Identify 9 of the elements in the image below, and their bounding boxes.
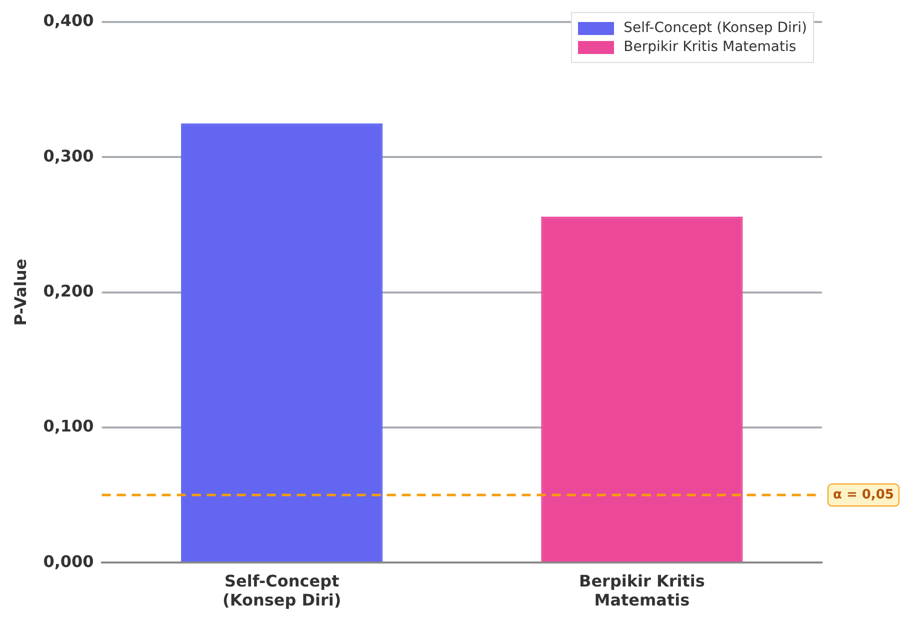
- y-axis-title: P-Value: [10, 258, 30, 326]
- legend-label: Berpikir Kritis Matematis: [624, 39, 796, 55]
- y-tick-label: 0,000: [43, 552, 94, 571]
- y-tick-label: 0,300: [43, 146, 94, 166]
- y-tick-label: 0,100: [43, 416, 94, 436]
- y-tick-label: 0,200: [43, 281, 94, 300]
- legend-label: Self-Concept (Konsep Diri): [624, 20, 807, 36]
- y-tick-label: 0,400: [43, 11, 94, 30]
- ref-line-label: α = 0,05: [833, 487, 894, 502]
